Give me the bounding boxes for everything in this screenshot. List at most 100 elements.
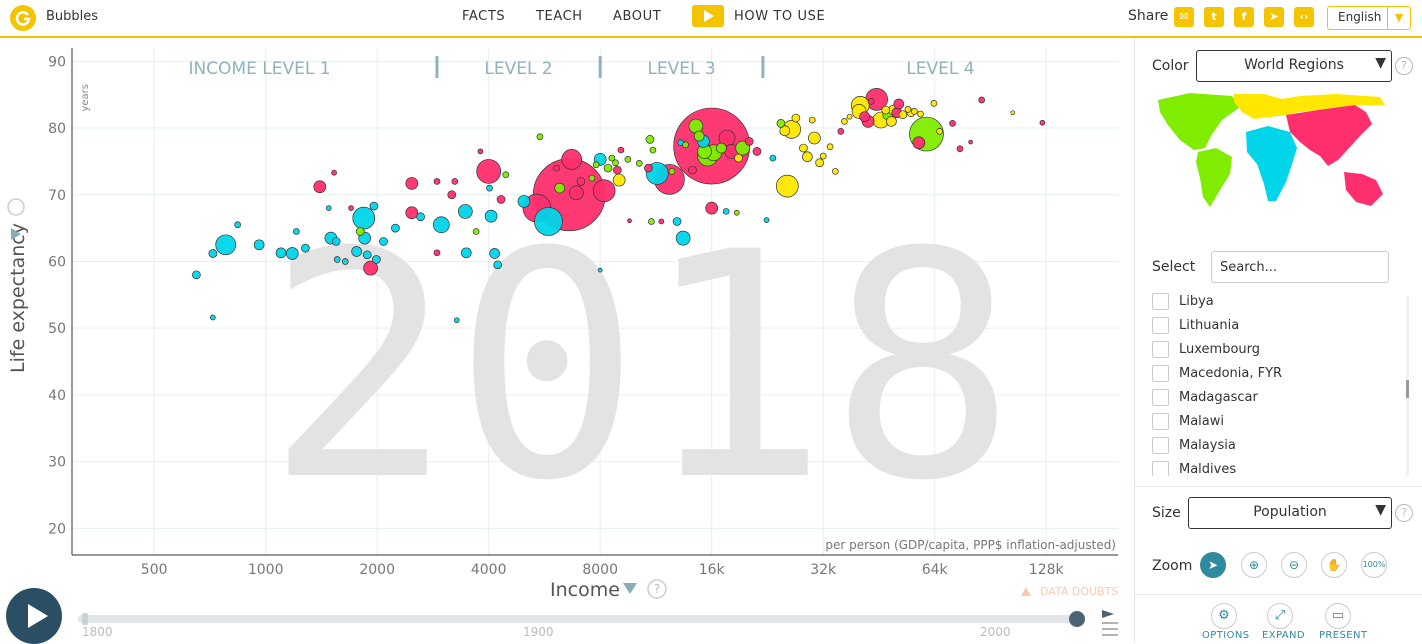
bubble-africa[interactable] — [534, 207, 563, 236]
size-help-icon[interactable]: ? — [1395, 504, 1413, 522]
bubble-africa[interactable] — [372, 255, 381, 264]
list-item[interactable]: Malaysia — [1152, 435, 1402, 459]
bubble-asia[interactable] — [405, 206, 419, 220]
checkbox[interactable] — [1152, 293, 1169, 310]
bubble-europe[interactable] — [612, 173, 626, 187]
color-help-icon[interactable]: ? — [1395, 57, 1413, 75]
bubble-americas[interactable] — [355, 227, 365, 236]
bubble-africa[interactable] — [301, 243, 310, 253]
bubble-africa[interactable] — [351, 246, 362, 257]
zoom-100-icon[interactable]: 100% — [1361, 552, 1387, 578]
bubble-africa[interactable] — [517, 195, 531, 208]
bubble-africa[interactable] — [379, 237, 388, 246]
bubble-asia[interactable] — [592, 179, 616, 203]
bubble-europe[interactable] — [775, 174, 799, 198]
gear-icon[interactable]: ⚙ — [1211, 603, 1237, 629]
language-select[interactable]: English ▼ — [1327, 6, 1411, 30]
how-to-use-play-icon[interactable] — [692, 5, 724, 27]
bubble-americas[interactable] — [635, 160, 643, 167]
bubble-asia[interactable] — [752, 147, 762, 156]
bubble-americas[interactable] — [733, 209, 740, 216]
bubble-asia[interactable] — [867, 98, 875, 105]
bubble-africa[interactable] — [493, 260, 503, 270]
size-dropdown[interactable]: Population ▼ — [1188, 497, 1392, 529]
bubble-asia[interactable] — [348, 205, 354, 211]
bubble-africa[interactable] — [331, 237, 341, 246]
y-axis-help-icon[interactable] — [7, 198, 25, 216]
bubble-asia[interactable] — [912, 136, 926, 150]
bubble-asia[interactable] — [576, 177, 586, 186]
expand-icon[interactable]: ⤢ — [1267, 603, 1293, 629]
bubble-americas[interactable] — [693, 130, 705, 142]
bubble-asia[interactable] — [331, 169, 337, 176]
bubble-americas[interactable] — [603, 163, 613, 173]
y-axis-dropdown-icon[interactable] — [11, 228, 21, 240]
bubble-asia[interactable] — [968, 139, 973, 145]
nav-about[interactable]: ABOUT — [613, 9, 662, 24]
bubble-africa[interactable] — [253, 239, 265, 251]
bubble-europe[interactable] — [808, 116, 816, 124]
world-regions-map[interactable] — [1150, 90, 1390, 210]
bubble-asia[interactable] — [476, 159, 502, 184]
timeline-start-marker[interactable] — [82, 613, 88, 625]
bubble-americas[interactable] — [612, 159, 619, 167]
list-item[interactable]: Madagascar — [1152, 387, 1402, 411]
bubble-americas[interactable] — [608, 154, 616, 162]
bubble-asia[interactable] — [496, 195, 506, 204]
bubble-asia[interactable] — [658, 218, 665, 225]
bubble-africa[interactable] — [208, 249, 218, 258]
list-item[interactable]: Lithuania — [1152, 315, 1402, 339]
bubble-africa[interactable] — [675, 230, 691, 246]
nav-how-to-use[interactable]: HOW TO USE — [734, 9, 826, 24]
bubble-africa[interactable] — [597, 267, 603, 273]
bubble-africa[interactable] — [432, 216, 450, 234]
bubble-europe[interactable] — [841, 118, 848, 125]
bubble-africa[interactable] — [453, 317, 460, 324]
bubble-asia[interactable] — [859, 111, 870, 123]
bubble-africa[interactable] — [486, 184, 493, 192]
bubble-americas[interactable] — [735, 140, 751, 156]
bubble-africa[interactable] — [763, 217, 770, 223]
facebook-icon[interactable]: f — [1234, 7, 1254, 27]
bubble-americas[interactable] — [649, 146, 657, 154]
bubble-americas[interactable] — [554, 182, 566, 194]
bubble-asia[interactable] — [433, 178, 441, 185]
bubble-asia[interactable] — [477, 148, 484, 155]
bubble-asia[interactable] — [313, 180, 327, 194]
bubble-africa[interactable] — [416, 212, 425, 222]
bubble-africa[interactable] — [362, 250, 372, 260]
checkbox[interactable] — [1152, 365, 1169, 382]
bubble-africa[interactable] — [672, 217, 682, 226]
checkbox[interactable] — [1152, 341, 1169, 358]
bubble-asia[interactable] — [978, 96, 986, 104]
timeline-handle[interactable] — [1069, 611, 1085, 627]
zoom-in-icon[interactable]: ⊕ — [1241, 552, 1267, 578]
bubble-americas[interactable] — [668, 168, 676, 175]
pointer-icon[interactable]: ➤ — [1200, 552, 1226, 578]
gapminder-logo[interactable] — [10, 5, 36, 31]
data-doubts-link[interactable]: DATA DOUBTS — [1040, 585, 1118, 598]
bubble-americas[interactable] — [648, 218, 655, 225]
bubble-africa[interactable] — [234, 221, 241, 229]
bubble-asia[interactable] — [433, 249, 441, 257]
present-button-label[interactable]: PRESENT — [1319, 630, 1368, 641]
bubble-asia[interactable] — [837, 128, 845, 135]
bubble-asia[interactable] — [1039, 119, 1046, 126]
bubble-africa[interactable] — [209, 314, 216, 321]
bubble-africa[interactable] — [285, 247, 299, 260]
timeline-slider[interactable] — [78, 615, 1078, 623]
telegram-icon[interactable]: ➤ — [1264, 7, 1284, 27]
map-europe[interactable] — [1234, 94, 1385, 119]
bubble-asia[interactable] — [644, 163, 653, 173]
play-button[interactable] — [6, 588, 62, 644]
bubble-africa[interactable] — [489, 248, 500, 259]
list-item[interactable]: Malawi — [1152, 411, 1402, 435]
x-axis-dropdown-icon[interactable] — [623, 583, 637, 594]
bubble-europe[interactable] — [846, 113, 853, 120]
map-americas[interactable] — [1158, 93, 1240, 207]
bubble-asia[interactable] — [405, 177, 419, 190]
embed-icon[interactable]: ‹› — [1294, 7, 1314, 27]
bubble-americas[interactable] — [688, 118, 704, 134]
bubble-asia[interactable] — [627, 218, 632, 224]
bubble-europe[interactable] — [734, 153, 743, 163]
